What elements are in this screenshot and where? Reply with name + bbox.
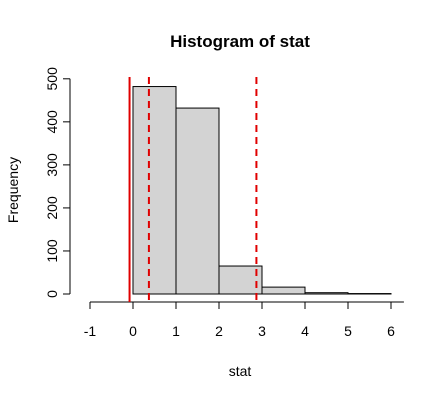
y-tick-label: 400 xyxy=(44,110,60,134)
y-axis: 0 100 200 300 400 500 xyxy=(44,67,71,298)
histogram-bar xyxy=(304,292,349,295)
histogram-bar xyxy=(261,286,306,295)
x-tick-label: 2 xyxy=(215,323,223,339)
x-tick-label: 0 xyxy=(129,323,137,339)
y-tick-label: 0 xyxy=(44,290,60,298)
histogram-bar xyxy=(175,107,220,295)
y-axis-label: Frequency xyxy=(5,157,21,223)
bars-group xyxy=(132,86,392,295)
x-tick-label: 6 xyxy=(387,323,395,339)
histogram-bar xyxy=(132,86,177,295)
x-tick-label: 4 xyxy=(301,323,309,339)
x-tick-label: -1 xyxy=(84,323,97,339)
histogram-bar xyxy=(218,265,263,295)
x-tick-label: 1 xyxy=(172,323,180,339)
chart-title: Histogram of stat xyxy=(170,32,310,51)
x-axis-label: stat xyxy=(229,363,252,379)
y-tick-label: 300 xyxy=(44,153,60,177)
x-axis: -1 0 1 2 3 4 5 6 xyxy=(84,301,404,339)
y-tick-label: 100 xyxy=(44,239,60,263)
y-tick-label: 200 xyxy=(44,196,60,220)
reference-lines xyxy=(128,77,258,302)
x-tick-label: 3 xyxy=(258,323,266,339)
x-tick-label: 5 xyxy=(344,323,352,339)
y-tick-label: 500 xyxy=(44,67,60,91)
